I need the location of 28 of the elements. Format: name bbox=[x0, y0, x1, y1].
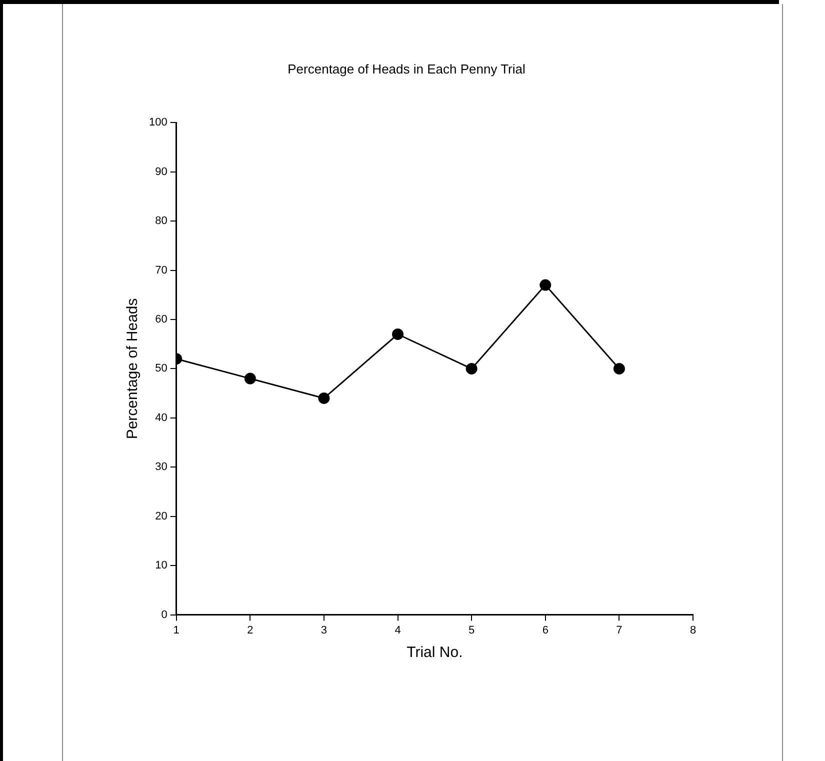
point bbox=[540, 279, 552, 291]
point bbox=[244, 372, 256, 384]
point bbox=[613, 362, 625, 374]
x-tick-label: 2 bbox=[247, 624, 254, 636]
x-tick-label: 4 bbox=[394, 624, 401, 636]
y-tick-label: 10 bbox=[155, 560, 168, 572]
y-tick-label: 60 bbox=[155, 314, 168, 326]
x-tick-label: 1 bbox=[173, 624, 180, 636]
y-tick-label: 100 bbox=[148, 116, 168, 129]
x-tick-label: 5 bbox=[468, 624, 475, 636]
x-tick-label: 3 bbox=[320, 624, 328, 636]
chart-title: Percentage of Heads in Each Penny Trial bbox=[288, 61, 526, 76]
y-tick-label: 90 bbox=[155, 166, 168, 178]
y-tick-label: 70 bbox=[155, 264, 168, 276]
point bbox=[466, 362, 478, 374]
point bbox=[392, 328, 404, 340]
point bbox=[318, 392, 330, 404]
x-tick-label: 6 bbox=[542, 624, 548, 636]
y-tick-label: 40 bbox=[155, 412, 168, 424]
y-tick-label: 80 bbox=[155, 215, 168, 228]
y-tick-label: 50 bbox=[155, 362, 168, 375]
y-tick-label: 30 bbox=[155, 461, 168, 474]
y-tick-label: 20 bbox=[155, 510, 168, 522]
x-tick-label: 7 bbox=[616, 624, 622, 636]
y-axis-title: Percentage of Heads bbox=[124, 298, 142, 440]
y-tick-label: 0 bbox=[161, 608, 168, 621]
x-tick-label: 8 bbox=[690, 624, 696, 636]
x-axis-title: Trial No. bbox=[406, 644, 463, 662]
